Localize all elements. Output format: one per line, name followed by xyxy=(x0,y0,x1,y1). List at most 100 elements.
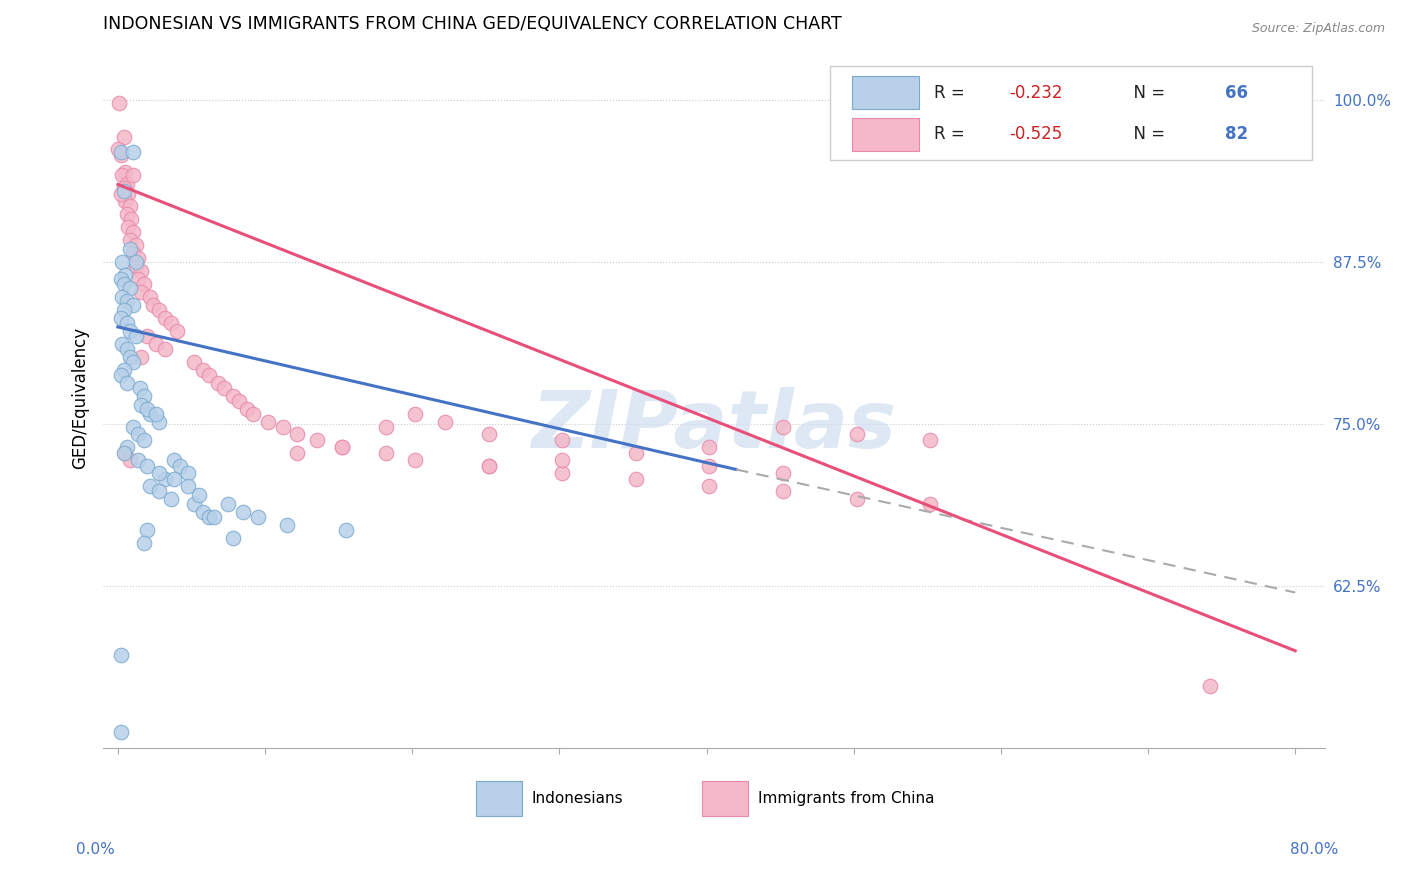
Point xyxy=(110,725,132,739)
Point xyxy=(166,324,188,338)
Point xyxy=(330,441,353,455)
Text: R =: R = xyxy=(934,126,970,144)
Point xyxy=(124,238,146,252)
Point xyxy=(120,212,142,227)
Point xyxy=(193,505,215,519)
Point xyxy=(110,186,132,201)
Point xyxy=(110,147,132,161)
Point xyxy=(920,497,942,511)
Point xyxy=(148,484,170,499)
Point xyxy=(110,145,132,159)
FancyBboxPatch shape xyxy=(830,66,1312,161)
Text: 80.0%: 80.0% xyxy=(1291,842,1339,856)
Point xyxy=(404,453,426,467)
Point xyxy=(112,277,135,292)
Point xyxy=(699,479,721,493)
Point xyxy=(276,518,298,533)
Point xyxy=(232,505,254,519)
Point xyxy=(110,272,132,286)
Point xyxy=(118,453,141,467)
Y-axis label: GED/Equivalency: GED/Equivalency xyxy=(72,327,89,469)
Point xyxy=(551,433,574,447)
Point xyxy=(111,169,134,183)
Point xyxy=(111,290,134,304)
Point xyxy=(114,164,136,178)
Point xyxy=(115,316,138,330)
Point xyxy=(246,510,269,524)
Point xyxy=(228,393,250,408)
Point xyxy=(177,479,200,493)
Bar xyxy=(702,780,748,816)
Point xyxy=(131,398,153,412)
Point xyxy=(136,329,159,343)
Point xyxy=(221,531,243,545)
Text: INDONESIAN VS IMMIGRANTS FROM CHINA GED/EQUIVALENCY CORRELATION CHART: INDONESIAN VS IMMIGRANTS FROM CHINA GED/… xyxy=(103,15,842,33)
Point xyxy=(207,376,229,390)
Point xyxy=(478,458,501,473)
Point xyxy=(145,407,167,421)
Point xyxy=(110,368,132,382)
Text: N =: N = xyxy=(1123,84,1170,102)
Text: -0.525: -0.525 xyxy=(1010,126,1063,144)
Point xyxy=(136,401,159,416)
Point xyxy=(112,303,135,318)
Point xyxy=(136,458,159,473)
Point xyxy=(772,484,794,499)
Point xyxy=(772,467,794,481)
Point xyxy=(335,524,357,538)
Point xyxy=(139,290,162,304)
Text: ZIPatlas: ZIPatlas xyxy=(531,387,897,465)
Point xyxy=(153,310,176,325)
Point xyxy=(187,488,209,502)
Point xyxy=(127,453,149,467)
Bar xyxy=(475,780,522,816)
Point xyxy=(114,445,136,459)
Point xyxy=(110,648,132,662)
Point xyxy=(153,342,176,356)
Point xyxy=(134,433,156,447)
Point xyxy=(374,419,396,434)
Point xyxy=(121,298,143,312)
Point xyxy=(136,524,159,538)
Point xyxy=(142,298,165,312)
Point xyxy=(330,441,353,455)
Point xyxy=(217,497,239,511)
Point xyxy=(148,415,170,429)
Text: Source: ZipAtlas.com: Source: ZipAtlas.com xyxy=(1251,22,1385,36)
Point xyxy=(121,169,143,183)
Point xyxy=(257,415,280,429)
Point xyxy=(115,441,138,455)
Point xyxy=(114,268,136,282)
Point xyxy=(163,453,186,467)
Point xyxy=(148,467,170,481)
Point xyxy=(287,427,309,442)
Text: Immigrants from China: Immigrants from China xyxy=(758,791,935,805)
Point xyxy=(1199,679,1222,693)
Point xyxy=(112,181,135,195)
Point xyxy=(124,255,146,269)
Point xyxy=(111,255,134,269)
Point xyxy=(118,281,141,295)
Point xyxy=(145,336,167,351)
Point xyxy=(221,388,243,402)
Point xyxy=(159,316,181,330)
Point xyxy=(699,458,721,473)
Point xyxy=(139,407,162,421)
Point xyxy=(124,259,146,273)
Point xyxy=(153,471,176,485)
Point xyxy=(115,207,138,221)
Point xyxy=(148,303,170,318)
Point xyxy=(159,492,181,507)
Point xyxy=(114,194,136,209)
Point xyxy=(202,510,225,524)
Point xyxy=(121,145,143,159)
Point xyxy=(183,497,205,511)
Point xyxy=(271,419,294,434)
Text: 66: 66 xyxy=(1225,84,1247,102)
Point xyxy=(118,242,141,256)
Point xyxy=(845,427,868,442)
Point xyxy=(134,388,156,402)
Point xyxy=(177,467,200,481)
Bar xyxy=(852,118,920,152)
Point xyxy=(111,336,134,351)
